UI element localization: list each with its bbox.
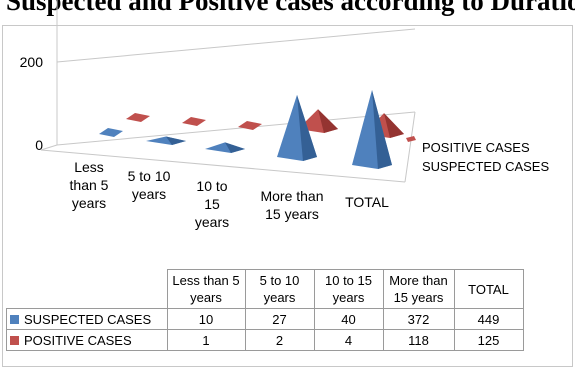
- data-cone-flat: [99, 128, 123, 137]
- legend-suspected-label: SUSPECTED CASES: [422, 159, 550, 174]
- data-cone-flat: [238, 121, 262, 130]
- table-cell: 1: [166, 329, 246, 351]
- category-label: 5 to 10 years: [127, 168, 171, 202]
- table-cell: 4: [313, 329, 384, 351]
- positive-swatch-icon: [10, 335, 19, 345]
- data-cone-flat: [182, 117, 206, 126]
- table-row-label: SUSPECTED CASES: [6, 308, 168, 330]
- table-row: SUSPECTED CASES 10 27 40 372 449: [6, 308, 524, 330]
- gridline: [56, 111, 416, 146]
- suspected-swatch-icon: [10, 314, 19, 324]
- legend-positive-label: POSITIVE CASES: [422, 140, 530, 155]
- y-tick-label: 0: [35, 137, 43, 153]
- table-cell: 449: [453, 308, 524, 330]
- table-cell: 125: [453, 329, 524, 351]
- table-header-cell: 10 to 15 years: [313, 269, 384, 309]
- category-label: More than 15 years: [260, 188, 324, 222]
- gridline: [56, 28, 416, 63]
- table-header-cell: More than 15 years: [382, 269, 455, 309]
- table-row-label: POSITIVE CASES: [6, 329, 168, 351]
- table-cell: 372: [382, 308, 455, 330]
- table-cell: 2: [244, 329, 315, 351]
- category-label: 10 to 15 years: [194, 178, 230, 230]
- legend-positive-marker: [406, 136, 416, 142]
- table-header-row: Less than 5 years 5 to 10 years 10 to 15…: [6, 269, 524, 309]
- category-label: Less than 5 years: [69, 159, 109, 211]
- table-cell: 40: [313, 308, 384, 330]
- table-row: POSITIVE CASES 1 2 4 118 125: [6, 329, 524, 351]
- data-cone-shade: [384, 113, 404, 138]
- table-header-cell: TOTAL: [453, 269, 524, 309]
- chart-title: Suspected and Positive cases according t…: [6, 0, 575, 16]
- data-cone-shade: [297, 94, 317, 161]
- table-cell: 27: [244, 308, 315, 330]
- floor-edge: [40, 144, 58, 151]
- data-table: Less than 5 years 5 to 10 years 10 to 15…: [6, 269, 524, 351]
- table-cell: 10: [166, 308, 246, 330]
- data-cone-shade: [318, 109, 338, 133]
- floor-edge: [404, 111, 416, 183]
- chart-title-strip: Suspected and Positive cases according t…: [0, 0, 575, 22]
- table-corner: [6, 269, 168, 309]
- data-cone-shade: [166, 136, 186, 145]
- category-label: TOTAL: [345, 194, 389, 210]
- table-cell: 118: [382, 329, 455, 351]
- data-cone-shade: [372, 90, 392, 169]
- floor-edge: [40, 149, 406, 183]
- table-header-cell: 5 to 10 years: [244, 269, 315, 309]
- chart-area: [2, 25, 573, 367]
- data-cone-flat: [126, 113, 150, 122]
- table-header-cell: Less than 5 years: [166, 269, 246, 309]
- y-tick-label: 200: [20, 54, 44, 70]
- data-cone-shade: [225, 142, 245, 153]
